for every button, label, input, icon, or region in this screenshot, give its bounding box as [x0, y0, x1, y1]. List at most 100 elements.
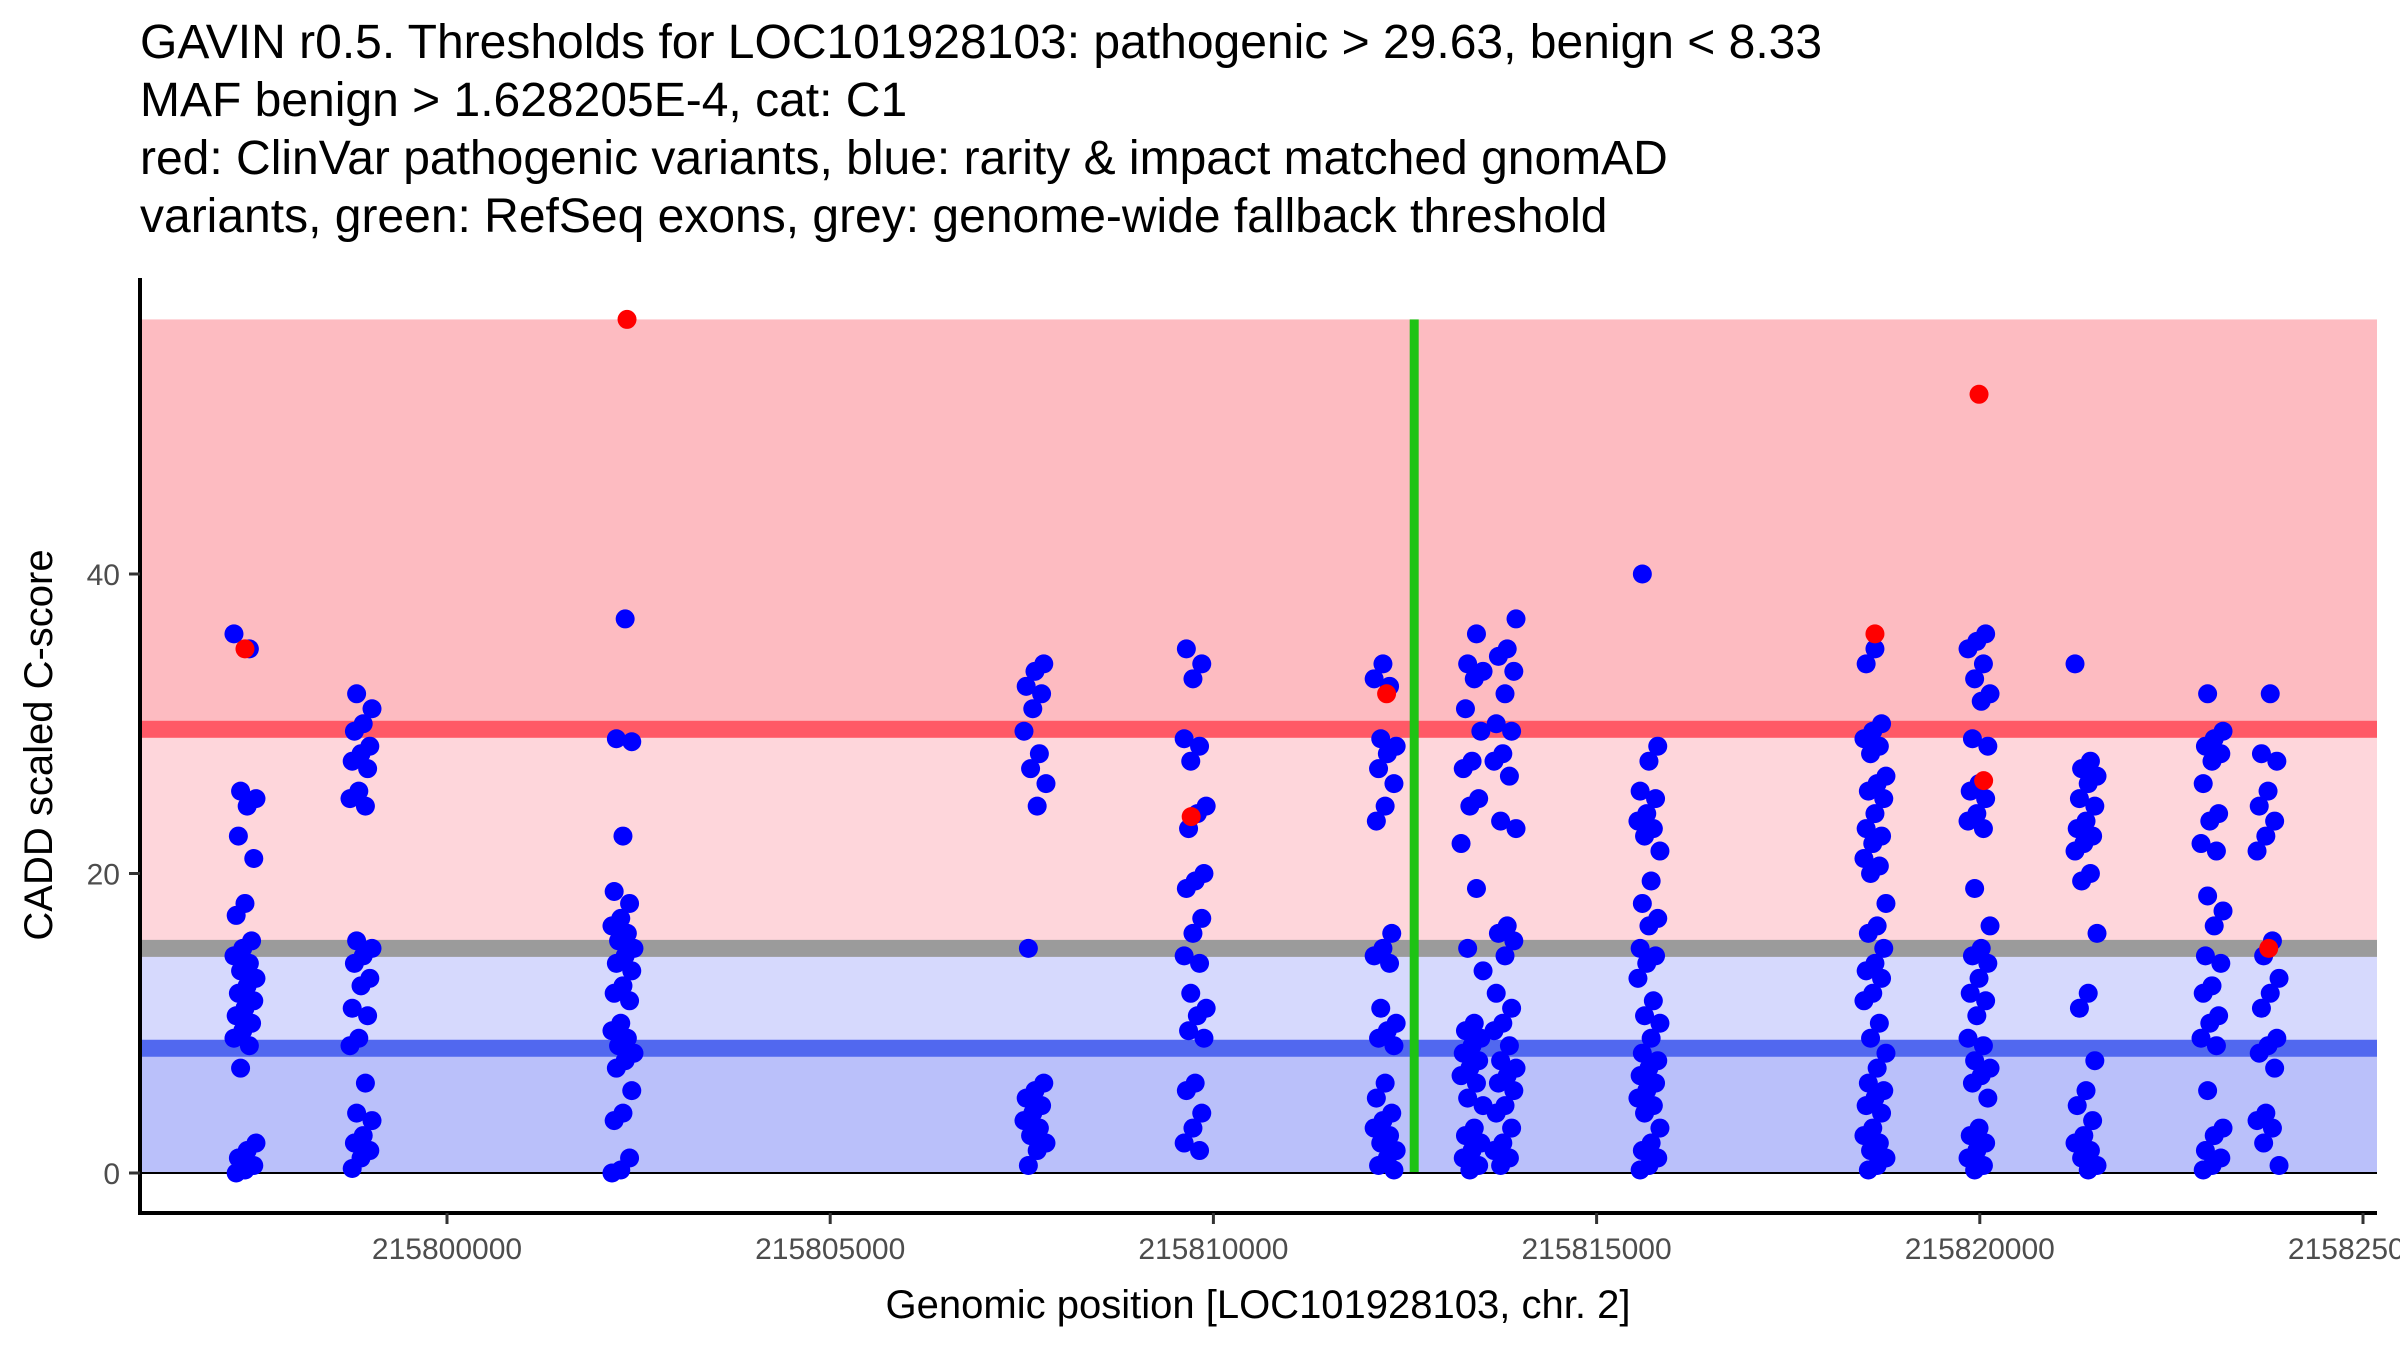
gnomad-variant-point [2193, 983, 2213, 1003]
gnomad-variant-point [1854, 991, 1874, 1011]
gnomad-variant-point [1471, 721, 1491, 741]
gnomad-variant-point [1190, 736, 1210, 756]
gnomad-variant-point [1641, 1028, 1661, 1048]
gnomad-variant-point [1021, 759, 1041, 779]
gnomad-variant-point [2198, 886, 2218, 906]
y-tick-label: 0 [103, 1158, 120, 1191]
gnomad-variant-point [606, 729, 626, 749]
gnomad-variant-point [347, 931, 367, 951]
gnomad-variant-point [2078, 983, 2098, 1003]
gnomad-variant-point [1016, 676, 1036, 696]
gnomad-variant-point [1375, 1073, 1395, 1093]
gnomad-variant-point [1858, 781, 1878, 801]
gnomad-variant-point [1364, 946, 1384, 966]
y-axis-ticks: 0 20 40 [87, 559, 140, 1191]
gnomad-variant-point [1630, 1160, 1650, 1180]
gnomad-variant-point [1369, 1028, 1389, 1048]
gnomad-variant-point [1371, 729, 1391, 749]
clinvar-pathogenic-point [1974, 771, 1994, 791]
gnomad-variant-point [2251, 998, 2271, 1018]
gnomad-variant-point [2204, 916, 2224, 936]
gnomad-variant-point [1856, 819, 1876, 839]
x-axis-title: Genomic position [LOC101928103, chr. 2] [886, 1283, 1631, 1327]
gnomad-variant-point [231, 1058, 251, 1078]
gnomad-variant-point [1861, 864, 1881, 883]
gnomad-variant-point [2260, 684, 2280, 704]
gnomad-variant-point [342, 998, 362, 1018]
gnomad-variant-point [1027, 1141, 1047, 1161]
gnomad-variant-point [1014, 1111, 1034, 1131]
gnomad-variant-point [1458, 654, 1478, 674]
gnomad-variant-point [2069, 998, 2089, 1018]
gnomad-variant-point [224, 1028, 244, 1048]
gnomad-variant-point [1192, 654, 1212, 674]
gnomad-variant-point [1464, 669, 1484, 689]
gnomad-variant-point [2249, 1043, 2269, 1063]
gnomad-variant-point [1488, 646, 1508, 666]
clinvar-pathogenic-point [1181, 807, 1201, 827]
gnomad-variant-point [1025, 661, 1045, 681]
gnomad-variant-point [1181, 983, 1201, 1003]
gnomad-variant-point [1176, 1081, 1196, 1101]
gnomad-variant-point [1371, 1133, 1391, 1153]
y-tick-label: 40 [87, 559, 120, 592]
gnomad-variant-point [1632, 893, 1652, 913]
x-tick-label: 215825000 [2288, 1233, 2400, 1266]
gnomad-variant-point [1176, 878, 1196, 898]
gnomad-variant-point [1190, 1141, 1210, 1161]
exon-line [1409, 319, 1419, 1173]
fallback-threshold-line [142, 939, 2377, 957]
gnomad-variant-point [1958, 639, 1978, 659]
gnomad-variant-point [2198, 684, 2218, 704]
gnomad-variant-point [2195, 946, 2215, 966]
gnomad-variant-point [1486, 983, 1506, 1003]
gnomad-variant-point [226, 1006, 246, 1026]
gnomad-variant-point [1375, 796, 1395, 816]
gnomad-variant-point [1458, 938, 1478, 958]
gnomad-variant-point [1971, 691, 1991, 711]
gnomad-variant-point [1635, 826, 1655, 846]
clinvar-pathogenic-point [617, 309, 637, 329]
gnomad-variant-point [1865, 804, 1885, 824]
gnomad-variant-point [1973, 819, 1993, 839]
x-axis-ticks: 215800000 215805000 215810000 215815000 2158… [372, 1213, 2400, 1266]
gnomad-variant-point [1960, 1126, 1980, 1146]
gnomad-variant-point [358, 1006, 378, 1026]
gnomad-variant-point [1635, 1006, 1655, 1026]
gnomad-variant-point [1018, 1156, 1038, 1176]
gnomad-variant-point [2211, 953, 2231, 973]
gnomad-variant-point [2072, 759, 2092, 779]
gnomad-variant-point [1861, 744, 1881, 764]
gnomad-variant-point [1466, 1073, 1486, 1093]
gnomad-variant-point [2067, 1096, 2087, 1116]
gnomad-variant-point [2076, 1081, 2096, 1101]
gnomad-variant-point [362, 1111, 382, 1131]
gnomad-variant-point [1029, 744, 1049, 764]
gnomad-variant-point [355, 1073, 375, 1093]
gnomad-variant-point [237, 796, 257, 816]
gnomad-variant-point [1876, 893, 1896, 913]
gnomad-variant-point [2078, 774, 2098, 794]
clinvar-pathogenic-point [235, 639, 255, 659]
gnomad-variant-point [2206, 841, 2226, 861]
gnomad-variant-point [1036, 774, 1056, 794]
gnomad-variant-point [1872, 968, 1892, 988]
benign-threshold-line [142, 1039, 2377, 1057]
gnomad-variant-point [1630, 938, 1650, 958]
x-tick-label: 215810000 [1138, 1233, 1288, 1266]
pathogenic-zone [142, 319, 2377, 730]
gnomad-variant-point [1451, 834, 1471, 854]
gnomad-variant-point [2072, 871, 2092, 891]
gnomad-variant-point [1491, 811, 1511, 831]
gnomad-variant-point [1628, 968, 1648, 988]
gnomad-variant-point [2078, 1160, 2098, 1180]
gnomad-variant-point [1648, 736, 1668, 756]
gnomad-variant-point [2085, 1051, 2105, 1071]
gnomad-variant-point [1032, 684, 1052, 704]
gnomad-variant-point [1973, 654, 1993, 674]
clinvar-pathogenic-point [1865, 624, 1885, 644]
gnomad-variant-point [1484, 1141, 1504, 1161]
gnomad-variant-point [1628, 1088, 1648, 1108]
gnomad-variant-point [1018, 938, 1038, 958]
gnomad-variant-point [2198, 1081, 2218, 1101]
